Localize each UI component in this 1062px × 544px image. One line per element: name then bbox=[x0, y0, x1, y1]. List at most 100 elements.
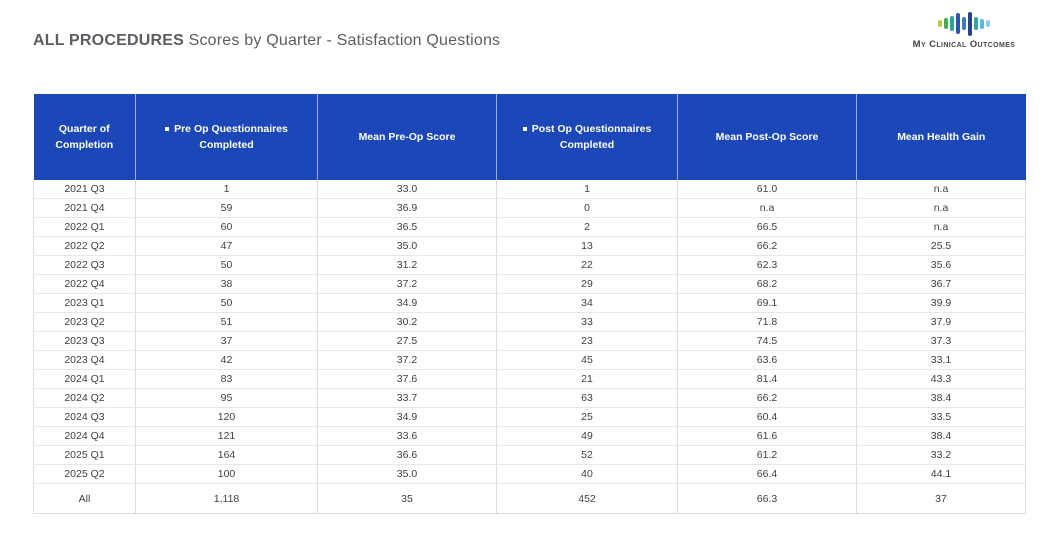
logo-bar bbox=[980, 18, 984, 29]
table-cell: 21 bbox=[496, 369, 678, 389]
table-cell: 121 bbox=[135, 426, 318, 446]
table-row: 2023 Q1 50 34.9 34 69.1 39.9 bbox=[33, 293, 1026, 313]
table-cell: 33 bbox=[496, 312, 678, 332]
total-cell: All bbox=[33, 483, 136, 514]
table-cell: 47 bbox=[135, 236, 318, 256]
column-header-mean-post-op-score[interactable]: Mean Post-Op Score bbox=[677, 94, 857, 180]
table-cell: 36.5 bbox=[317, 217, 497, 237]
table-cell: 2023 Q3 bbox=[33, 331, 136, 351]
logo-text: My Clinical Outcomes bbox=[912, 39, 1016, 50]
table-cell: 69.1 bbox=[677, 293, 857, 313]
table-cell: 2 bbox=[496, 217, 678, 237]
total-cell: 66.3 bbox=[677, 483, 857, 514]
table-cell: 35.0 bbox=[317, 236, 497, 256]
table-cell: 36.6 bbox=[317, 445, 497, 465]
logo-bar bbox=[938, 20, 942, 27]
table-cell: 33.7 bbox=[317, 388, 497, 408]
scores-table: Quarter of Completion Pre Op Questionnair… bbox=[33, 94, 1026, 514]
table-cell: 60.4 bbox=[677, 407, 857, 427]
table-header-row: Quarter of Completion Pre Op Questionnair… bbox=[33, 94, 1026, 180]
table-cell: 59 bbox=[135, 198, 318, 218]
table-cell: 61.6 bbox=[677, 426, 857, 446]
table-cell: 34.9 bbox=[317, 407, 497, 427]
table-cell: 2022 Q2 bbox=[33, 236, 136, 256]
table-cell: 61.0 bbox=[677, 180, 857, 199]
total-cell: 1,118 bbox=[135, 483, 318, 514]
table-row: 2021 Q4 59 36.9 0 n.a n.a bbox=[33, 198, 1026, 218]
table-cell: 13 bbox=[496, 236, 678, 256]
table-cell: 27.5 bbox=[317, 331, 497, 351]
table-cell: 38.4 bbox=[856, 426, 1026, 446]
total-cell: 37 bbox=[856, 483, 1026, 514]
table-cell: 68.2 bbox=[677, 274, 857, 294]
table-footer: All 1,118 35 452 66.3 37 bbox=[33, 483, 1026, 514]
table-cell: 0 bbox=[496, 198, 678, 218]
table-cell: 120 bbox=[135, 407, 318, 427]
page-title-emphasis: ALL PROCEDURES bbox=[33, 32, 184, 49]
table-cell: 36.7 bbox=[856, 274, 1026, 294]
logo-bar bbox=[944, 18, 948, 29]
table-cell: 2023 Q1 bbox=[33, 293, 136, 313]
table-cell: 35.6 bbox=[856, 255, 1026, 275]
page-title-rest: Scores by Quarter - Satisfaction Questio… bbox=[183, 32, 501, 49]
table-cell: 37.6 bbox=[317, 369, 497, 389]
table-cell: 29 bbox=[496, 274, 678, 294]
table-row: 2022 Q4 38 37.2 29 68.2 36.7 bbox=[33, 274, 1026, 294]
table-cell: 31.2 bbox=[317, 255, 497, 275]
column-header-pre-op-questionnaires-completed[interactable]: Pre Op Questionnaires Completed bbox=[135, 94, 318, 180]
table-cell: 2023 Q2 bbox=[33, 312, 136, 332]
table-cell: 37.2 bbox=[317, 274, 497, 294]
table-cell: 2025 Q2 bbox=[33, 464, 136, 484]
table-cell: 83 bbox=[135, 369, 318, 389]
table-cell: n.a bbox=[677, 198, 857, 218]
table-cell: 66.2 bbox=[677, 236, 857, 256]
table-header: Quarter of Completion Pre Op Questionnair… bbox=[33, 94, 1026, 180]
table-cell: 2024 Q3 bbox=[33, 407, 136, 427]
table-cell: 63 bbox=[496, 388, 678, 408]
table-cell: n.a bbox=[856, 180, 1026, 199]
column-header-quarter-of-completion[interactable]: Quarter of Completion bbox=[33, 94, 136, 180]
table-row: 2025 Q1 164 36.6 52 61.2 33.2 bbox=[33, 445, 1026, 465]
logo-bar bbox=[962, 17, 966, 30]
table-cell: 33.0 bbox=[317, 180, 497, 199]
table-cell: 66.4 bbox=[677, 464, 857, 484]
page-title: ALL PROCEDURES Scores by Quarter - Satis… bbox=[33, 32, 500, 50]
waveform-logo-icon bbox=[888, 10, 1040, 37]
table-cell: 2024 Q4 bbox=[33, 426, 136, 446]
total-cell: 35 bbox=[317, 483, 497, 514]
table-cell: 2022 Q1 bbox=[33, 217, 136, 237]
column-header-mean-pre-op-score[interactable]: Mean Pre-Op Score bbox=[317, 94, 497, 180]
table-cell: 2024 Q2 bbox=[33, 388, 136, 408]
table-cell: 43.3 bbox=[856, 369, 1026, 389]
table-cell: 33.6 bbox=[317, 426, 497, 446]
table-cell: 62.3 bbox=[677, 255, 857, 275]
table-cell: 33.5 bbox=[856, 407, 1026, 427]
total-cell: 452 bbox=[496, 483, 678, 514]
table-cell: 22 bbox=[496, 255, 678, 275]
table-row: 2022 Q1 60 36.5 2 66.5 n.a bbox=[33, 217, 1026, 237]
table-row: 2023 Q4 42 37.2 45 63.6 33.1 bbox=[33, 350, 1026, 370]
table-row: 2023 Q2 51 30.2 33 71.8 37.9 bbox=[33, 312, 1026, 332]
table-cell: 37 bbox=[135, 331, 318, 351]
table-cell: 1 bbox=[135, 180, 318, 199]
table-cell: 100 bbox=[135, 464, 318, 484]
table-row: 2025 Q2 100 35.0 40 66.4 44.1 bbox=[33, 464, 1026, 484]
column-header-post-op-questionnaires-completed[interactable]: Post Op Questionnaires Completed bbox=[496, 94, 678, 180]
table-cell: 2024 Q1 bbox=[33, 369, 136, 389]
logo-bar bbox=[986, 20, 990, 27]
table-cell: 2023 Q4 bbox=[33, 350, 136, 370]
column-header-mean-health-gain[interactable]: Mean Health Gain bbox=[856, 94, 1026, 180]
table-row: 2024 Q1 83 37.6 21 81.4 43.3 bbox=[33, 369, 1026, 389]
table-row: 2023 Q3 37 27.5 23 74.5 37.3 bbox=[33, 331, 1026, 351]
my-clinical-outcomes-logo: My Clinical Outcomes bbox=[888, 10, 1040, 50]
table-cell: 36.9 bbox=[317, 198, 497, 218]
table-cell: 37.9 bbox=[856, 312, 1026, 332]
table-cell: 34.9 bbox=[317, 293, 497, 313]
table-cell: 39.9 bbox=[856, 293, 1026, 313]
table-row: 2024 Q2 95 33.7 63 66.2 38.4 bbox=[33, 388, 1026, 408]
table-cell: 164 bbox=[135, 445, 318, 465]
table-cell: 50 bbox=[135, 255, 318, 275]
table-cell: 33.2 bbox=[856, 445, 1026, 465]
table-cell: 66.2 bbox=[677, 388, 857, 408]
table-row: 2021 Q3 1 33.0 1 61.0 n.a bbox=[33, 180, 1026, 199]
